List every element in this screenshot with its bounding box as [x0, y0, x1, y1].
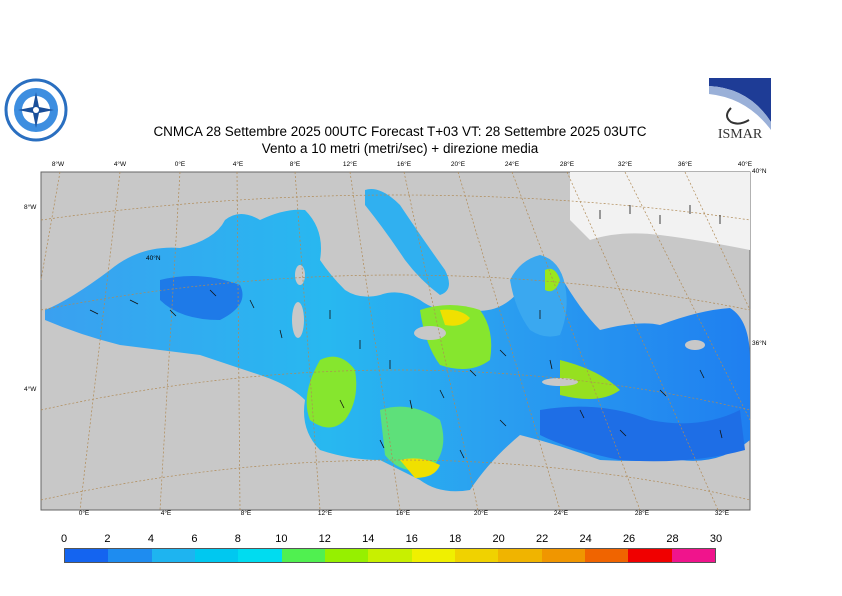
colorbar-swatch: [498, 549, 542, 562]
lon-label: 12°E: [317, 510, 333, 517]
colorbar-label: 24: [579, 533, 592, 545]
colorbar-swatch: [454, 549, 499, 562]
colorbar-label: 4: [147, 533, 154, 545]
colorbar-label: 26: [622, 533, 636, 545]
lon-label: 20°E: [450, 161, 466, 168]
colorbar-swatch: [628, 549, 672, 562]
lon-label: 0°E: [78, 510, 90, 517]
colorbar: [64, 548, 716, 563]
lon-label: 36°E: [677, 161, 693, 168]
colorbar-label: 18: [449, 533, 462, 545]
lat-label: 4°W: [24, 386, 37, 393]
lon-label: 32°E: [714, 510, 730, 517]
chart-subtitle: Vento a 10 metri (metri/sec) + direzione…: [261, 141, 539, 156]
high-wind-zone: [420, 305, 492, 369]
ismar-logo-text: ISMAR: [718, 127, 763, 142]
colorbar-label: 14: [362, 533, 375, 545]
lat-label: 40°N: [146, 255, 161, 262]
strong-wind-zone: [400, 458, 440, 478]
high-wind-zone: [560, 360, 620, 399]
island: [292, 302, 304, 338]
lon-label: 12°E: [342, 161, 358, 168]
lon-label: 28°E: [559, 161, 575, 168]
colorbar-label: 22: [536, 533, 549, 545]
lon-label: 16°E: [396, 161, 412, 168]
colorbar-swatch: [281, 549, 325, 562]
colorbar-swatch: [324, 549, 369, 562]
colorbar-label: 12: [318, 533, 331, 545]
colorbar-label: 8: [234, 533, 241, 545]
lon-label: 8°E: [240, 510, 252, 517]
colorbar-label: 16: [405, 533, 418, 545]
low-wind-zone: [160, 276, 243, 320]
cnmca-logo: [4, 78, 68, 142]
lon-label: 16°E: [395, 510, 411, 517]
adriatic-sea: [365, 189, 449, 295]
black-sea-area: [570, 172, 750, 250]
lat-label: 36°N: [752, 340, 767, 347]
wind-arrows: [89, 205, 723, 459]
lon-label: 24°E: [504, 161, 520, 168]
high-wind-zone: [380, 406, 444, 471]
graticule: [40, 171, 751, 511]
colorbar-label: 0: [60, 533, 68, 545]
colorbar-swatch: [584, 549, 629, 562]
colorbar-label: 28: [666, 533, 679, 545]
lon-label: 8°E: [289, 161, 301, 168]
high-wind-zone: [545, 268, 560, 292]
colorbar-label: 20: [492, 533, 505, 545]
colorbar-label: 30: [709, 533, 723, 545]
lon-label: 24°E: [553, 510, 569, 517]
lon-label: 32°E: [617, 161, 633, 168]
colorbar-swatch: [238, 549, 282, 562]
strong-wind-zone: [440, 309, 470, 326]
wind-map: [40, 171, 751, 511]
island: [685, 340, 705, 350]
island: [295, 265, 305, 285]
colorbar-swatch: [368, 549, 412, 562]
colorbar-swatch: [65, 549, 109, 562]
lon-label: 4°W: [113, 161, 127, 168]
lat-label: 40°N: [752, 168, 767, 175]
lon-label: 4°E: [160, 510, 172, 517]
low-wind-zone: [540, 406, 745, 462]
colorbar-swatch: [671, 549, 715, 562]
colorbar-swatch: [194, 549, 239, 562]
colorbar-swatch: [108, 549, 152, 562]
colorbar-label: 6: [191, 533, 198, 545]
colorbar-swatch: [411, 549, 455, 562]
colorbar-swatch: [151, 549, 195, 562]
ismar-logo: ISMAR: [709, 78, 771, 142]
lon-label: 20°E: [473, 510, 489, 517]
colorbar-label: 2: [104, 533, 111, 545]
lon-label: 8°W: [51, 161, 65, 168]
island: [414, 326, 446, 340]
lon-label: 4°E: [232, 161, 244, 168]
chart-title: CNMCA 28 Settembre 2025 00UTC Forecast T…: [153, 124, 647, 139]
colorbar-swatch: [541, 549, 585, 562]
colorbar-label: 10: [275, 533, 288, 545]
lat-label: 8°W: [24, 204, 37, 211]
lon-label: 0°E: [174, 161, 186, 168]
island: [542, 378, 578, 386]
high-wind-zone: [306, 356, 357, 428]
lon-label: 28°E: [634, 510, 650, 517]
lon-label: 40°E: [737, 161, 753, 168]
